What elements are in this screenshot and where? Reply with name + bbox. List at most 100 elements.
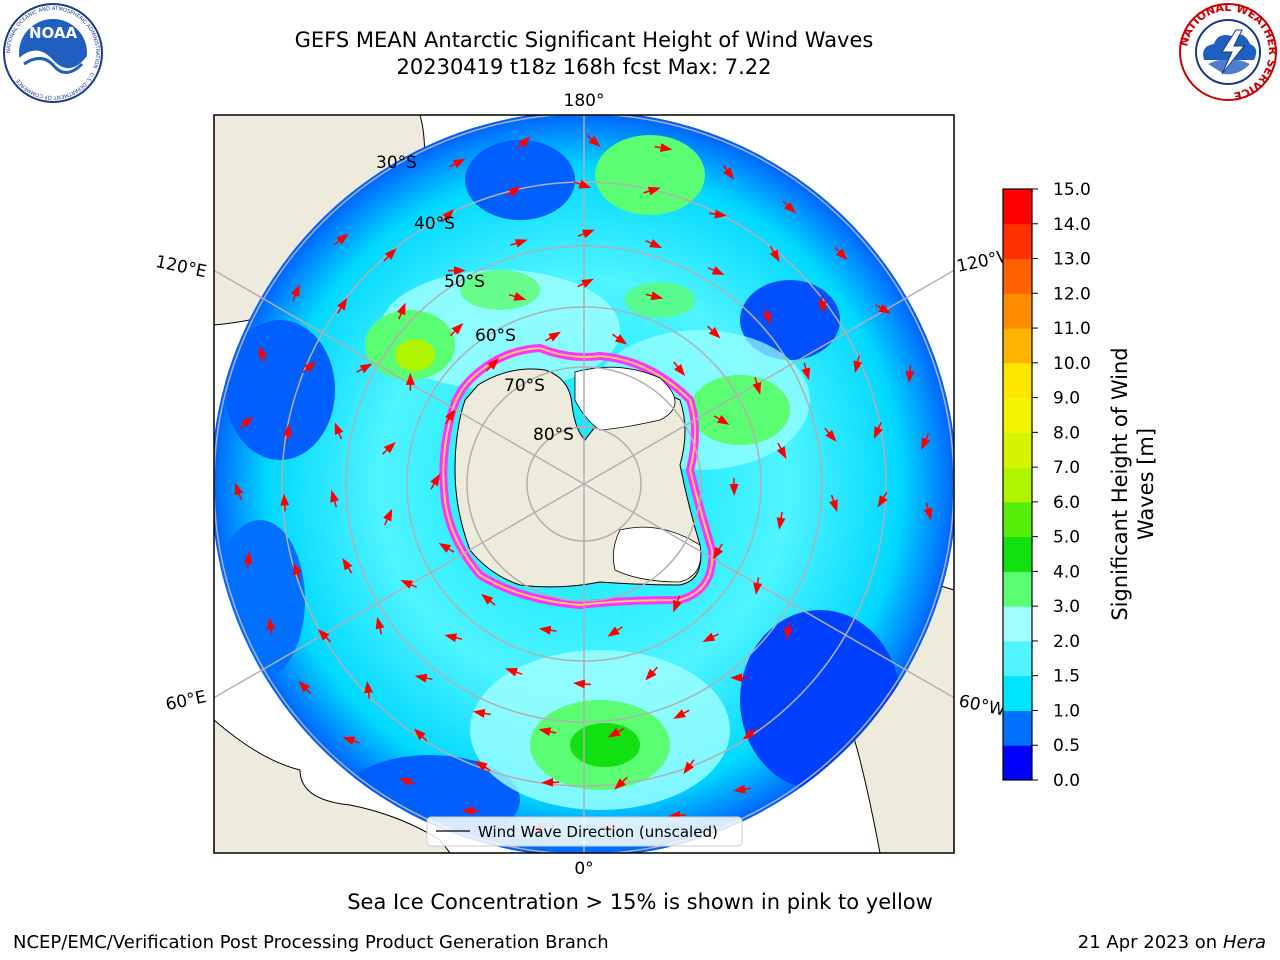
wave-direction-arrow [645, 291, 664, 301]
wave-area-high [625, 282, 695, 318]
wave-direction-arrow [784, 621, 793, 640]
lat-label-60s: 60°S [475, 326, 516, 346]
wave-direction-arrow [817, 295, 827, 314]
graticule [214, 115, 954, 853]
lon-label-120e: 120°E [154, 252, 209, 282]
wave-direction-arrow [713, 414, 730, 425]
legend-text: Wind Wave Direction (unscaled) [478, 823, 718, 841]
colorbar-segment [1003, 501, 1032, 538]
colorbar-segment [1003, 675, 1032, 711]
wave-direction-arrow [921, 433, 931, 450]
footer-date: 21 Apr 2023 on Hera [1078, 932, 1266, 953]
wave-direction-arrow [702, 632, 719, 642]
colorbar-tick-label: 1.5 [1053, 667, 1080, 687]
colorbar-segment [1003, 467, 1032, 503]
wave-direction-arrow [824, 427, 837, 442]
colorbar-tick-label: 13.0 [1053, 250, 1091, 270]
colorbar-segment [1003, 223, 1032, 260]
wave-direction-arrow [444, 633, 463, 643]
sea-ice-note: Sea Ice Concentration > 15% is shown in … [347, 890, 933, 914]
wave-direction-arrow [461, 806, 480, 816]
wave-direction-arrow [577, 278, 594, 289]
nws-logo: NATIONAL WEATHER SERVICE [1178, 2, 1278, 102]
wave-direction-arrow [801, 362, 811, 381]
wave-direction-arrow [508, 292, 527, 301]
colorbar-segment [1003, 640, 1032, 677]
ice-shelf [612, 526, 702, 583]
colorbar-segment [1003, 189, 1032, 225]
wave-direction-arrow [668, 810, 687, 820]
colorbar-tick-label: 0.5 [1053, 736, 1080, 756]
noaa-logo-text: NOAA [29, 24, 78, 42]
wave-direction-arrow [742, 728, 758, 740]
wave-direction-arrow [280, 493, 290, 512]
wave-direction-arrow [505, 668, 523, 677]
lat-label-30s: 30°S [376, 153, 417, 173]
wave-direction-arrow [290, 284, 300, 302]
wave-direction-arrow [762, 307, 771, 325]
wave-direction-arrow [673, 361, 686, 377]
colorbar-segment [1003, 571, 1032, 607]
wave-direction-arrow [356, 363, 373, 374]
colorbar-tick-label: 8.0 [1053, 423, 1080, 443]
wave-direction-arrow [396, 302, 406, 320]
wave-direction-arrow [444, 408, 456, 425]
wave-direction-arrow [398, 777, 417, 787]
wave-direction-arrow [342, 557, 353, 574]
wave-direction-arrow [337, 297, 348, 314]
wave-direction-arrow [414, 728, 428, 742]
wave-direction-arrow [449, 158, 466, 169]
map-frame [213, 114, 955, 854]
wave-direction-arrow [614, 776, 628, 790]
lon-label-60e: 60°E [164, 687, 208, 715]
wave-direction-arrow [414, 673, 433, 683]
wave-direction-arrow [481, 593, 496, 606]
colorbar-tick-label: 2.0 [1053, 632, 1080, 652]
colorbar [1003, 189, 1032, 781]
wave-direction-arrow [654, 143, 673, 153]
lat-label-70s: 70°S [504, 376, 545, 396]
colorbar-segment [1003, 745, 1032, 781]
wave-direction-arrow [586, 134, 601, 147]
colorbar-segment [1003, 258, 1032, 294]
colorbar-tick-label: 0.0 [1053, 771, 1080, 791]
colorbar-tick-label: 6.0 [1053, 493, 1080, 513]
wave-direction-arrow [383, 248, 397, 262]
colorbar-tick-label: 7.0 [1053, 458, 1080, 478]
wave-direction-arrow [301, 361, 317, 374]
wave-direction-arrow [577, 229, 595, 239]
wave-direction-arrow [873, 422, 883, 439]
colorbar-tick-label: 1.0 [1053, 701, 1080, 721]
wave-area-low [465, 140, 575, 220]
wave-direction-arrow [713, 543, 724, 560]
wave-direction-arrow [383, 508, 393, 526]
wave-direction-arrow [266, 617, 276, 636]
wave-direction-arrow [375, 616, 385, 635]
wave-direction-arrow [923, 502, 933, 521]
wave-direction-arrow [776, 511, 786, 530]
lat-label-40s: 40°S [414, 214, 455, 234]
map-title: GEFS MEAN Antarctic Significant Height o… [294, 28, 874, 52]
colorbar-segment [1003, 362, 1032, 399]
wave-direction-arrow [706, 325, 721, 339]
lat-label-80s: 80°S [533, 425, 574, 445]
wind-wave-arrows [234, 134, 933, 833]
wave-direction-arrow [782, 200, 796, 214]
wave-direction-arrow [381, 442, 396, 455]
wave-direction-arrow [475, 760, 491, 772]
wave-direction-arrow [472, 709, 491, 718]
wave-direction-arrow [545, 331, 561, 342]
wave-direction-arrow [645, 666, 658, 681]
map-subtitle: 20230419 t18z 168h fcst Max: 7.22 [396, 55, 772, 79]
wave-direction-arrow [834, 246, 848, 261]
wave-area-high [395, 339, 435, 371]
colorbar-segment [1003, 397, 1032, 433]
wave-direction-arrow [485, 358, 499, 372]
wave-direction-arrow [258, 345, 268, 364]
ice-shelf [574, 366, 676, 431]
lon-label-60w: 60°W [957, 691, 1007, 720]
wave-direction-arrow [293, 562, 302, 580]
wave-direction-arrow [673, 709, 690, 719]
wave-direction-arrow [905, 365, 915, 384]
